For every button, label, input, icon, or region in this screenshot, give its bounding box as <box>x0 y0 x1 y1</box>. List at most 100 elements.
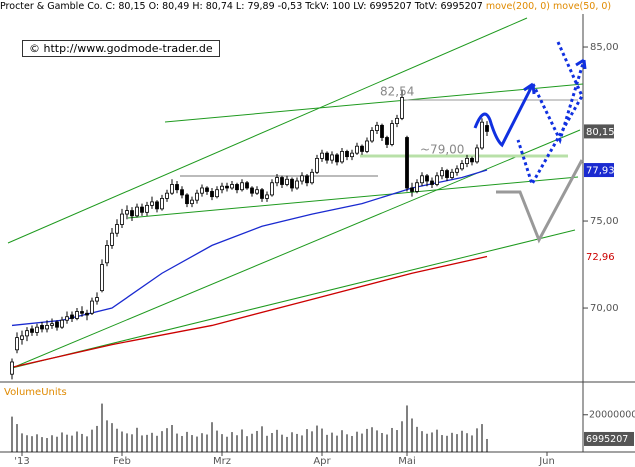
volume-bar <box>256 430 258 452</box>
candle-body <box>155 201 159 210</box>
volume-bar <box>356 431 358 452</box>
volume-bar <box>411 418 413 452</box>
volume-bar <box>141 435 143 452</box>
candle-body <box>215 189 219 198</box>
candle-body <box>475 147 479 163</box>
volume-bar <box>321 428 323 452</box>
candle-body <box>310 171 314 184</box>
legend-entry: move(50, 0) <box>553 1 612 12</box>
x-tick-label: Feb <box>113 456 131 467</box>
x-tick-label: Jun <box>538 456 555 467</box>
ma-label-box <box>584 163 614 178</box>
volume-bar <box>286 436 288 452</box>
volume-bar <box>316 425 318 452</box>
candle-body <box>375 124 379 131</box>
candle-body <box>205 187 209 192</box>
candle-body <box>185 194 189 205</box>
volume-bar <box>341 430 343 452</box>
candle-body <box>380 124 384 138</box>
volume-bar <box>311 431 313 452</box>
volume-bar <box>406 405 408 452</box>
candle-body <box>435 175 439 185</box>
candle-body <box>290 178 294 189</box>
candle-body <box>455 168 459 173</box>
candle-body <box>280 177 284 185</box>
volume-bar <box>61 432 63 452</box>
volume-bar <box>116 428 118 452</box>
y-tick-label: 75,00 <box>590 216 619 227</box>
candle-body <box>340 151 344 163</box>
candle-body <box>50 323 54 326</box>
candle-body <box>40 325 44 330</box>
candle-body <box>285 178 289 185</box>
volume-bar <box>191 435 193 452</box>
candle-body <box>235 184 239 191</box>
candle-body <box>130 210 134 217</box>
candle-body <box>265 194 269 199</box>
candle-body <box>460 163 464 170</box>
forecast <box>473 41 587 244</box>
volume-bar <box>96 425 98 452</box>
volume-label-box <box>584 431 634 446</box>
volume-bar <box>146 434 148 452</box>
candle-body <box>250 187 254 194</box>
volume-bar <box>156 435 158 452</box>
candle-body <box>330 154 334 161</box>
candle-body <box>80 311 84 314</box>
candle-body <box>410 187 414 192</box>
volume-bar <box>126 433 128 452</box>
candle-body <box>35 326 39 333</box>
volume-title: VolumeUnits <box>4 387 67 398</box>
volume-bar <box>181 435 183 452</box>
candle-body <box>195 192 199 201</box>
volume-bar <box>36 434 38 452</box>
candle-body <box>385 137 389 145</box>
volume-bar <box>216 430 218 452</box>
volume-bar <box>401 421 403 452</box>
volume-bar <box>186 431 188 452</box>
candle-body <box>425 175 429 182</box>
volume-bar <box>361 433 363 452</box>
volume-bar <box>151 432 153 452</box>
moving-average <box>11 169 488 327</box>
candle-body <box>90 300 94 314</box>
candle-body <box>440 170 444 177</box>
volume-bar <box>486 438 488 452</box>
candle-body <box>260 189 264 199</box>
candle-body <box>420 175 424 184</box>
candle-body <box>170 184 174 194</box>
ma-label-box <box>584 249 614 264</box>
volume-bar <box>106 420 108 452</box>
candle-body <box>210 191 214 198</box>
candle-body <box>430 180 434 185</box>
candle-body <box>395 117 399 124</box>
candle-body <box>190 199 194 205</box>
volume-bar <box>171 425 173 452</box>
volume-bar <box>421 431 423 452</box>
candle-body <box>485 125 489 132</box>
price-label: 80,15 <box>586 127 615 138</box>
volume-bar <box>111 423 113 452</box>
candle-body <box>450 171 454 178</box>
candle-body <box>225 185 229 189</box>
volume-bar <box>386 434 388 452</box>
candle-body <box>120 213 124 225</box>
volume-bar <box>326 434 328 452</box>
candle-body <box>10 361 14 375</box>
volume-bar <box>236 435 238 452</box>
candle-body <box>85 312 89 316</box>
volume-bar <box>376 430 378 452</box>
volume-bar <box>346 434 348 452</box>
volume-bar <box>226 436 228 452</box>
candle-body <box>100 264 104 292</box>
marks: 70,00 75,00 85,00 '13 Feb Mrz Apr Mai Jun 2000000… <box>10 42 635 467</box>
volume-bar <box>381 433 383 452</box>
candle-body <box>45 325 49 330</box>
volume-bar <box>331 432 333 452</box>
ma-label: 72,96 <box>586 252 615 263</box>
candle-body <box>150 201 154 206</box>
volume-bar <box>466 433 468 452</box>
price-label-box <box>584 124 614 139</box>
volume-tick-label: 20000000 <box>589 409 635 420</box>
legend-entry: move(200, 0) <box>485 1 550 12</box>
